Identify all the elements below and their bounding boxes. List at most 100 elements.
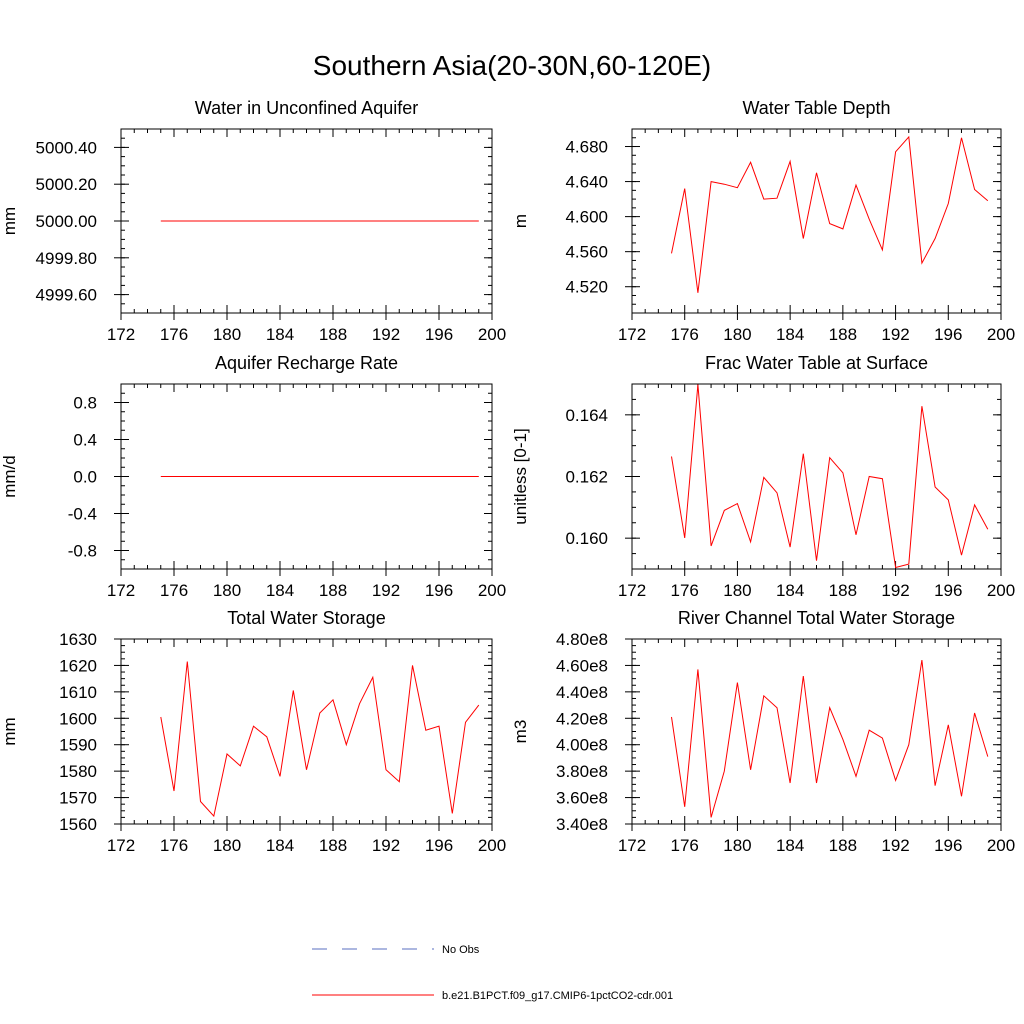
y-tick-label: 5000.00 [36, 212, 97, 231]
figure-title: Southern Asia(20-30N,60-120E) [312, 50, 712, 81]
x-tick-label: 184 [266, 581, 294, 600]
panel-title: Water Table Depth [742, 98, 890, 118]
x-tick-label: 176 [160, 581, 188, 600]
panel-3: Aquifer Recharge Rate mm/d 172 176 180 184 188… [0, 353, 506, 600]
series-line [671, 135, 989, 293]
x-tick-label: 184 [776, 836, 804, 855]
panel-4: Frac Water Table at Surface unitless [0-1… [511, 353, 1015, 600]
y-tick-label: 4.80e8 [556, 630, 608, 649]
y-tick-label: 1630 [59, 630, 97, 649]
x-tick-label: 192 [881, 836, 909, 855]
x-tick-label: 184 [776, 581, 804, 600]
y-axis-label: m [511, 214, 530, 228]
x-tick-label: 176 [671, 325, 699, 344]
y-tick-label: 1560 [59, 815, 97, 834]
y-tick-label: 4999.60 [36, 286, 97, 305]
y-tick-label: 4.20e8 [556, 709, 608, 728]
y-tick-label: 0.0 [73, 468, 97, 487]
x-tick-label: 188 [829, 581, 857, 600]
y-tick-label: 4.560 [565, 243, 608, 262]
y-tick-label: 4.60e8 [556, 656, 608, 675]
y-tick-label: 4.520 [565, 278, 608, 297]
panel-title: Frac Water Table at Surface [705, 353, 928, 373]
x-tick-label: 184 [776, 325, 804, 344]
y-axis-label: m3 [511, 720, 530, 744]
x-tick-label: 172 [107, 836, 135, 855]
x-tick-label: 196 [425, 581, 453, 600]
y-tick-label: 3.40e8 [556, 815, 608, 834]
x-tick-label: 200 [478, 325, 506, 344]
series-line [671, 660, 989, 818]
y-tick-label: 5000.40 [36, 138, 97, 157]
panel-title: Total Water Storage [227, 608, 385, 628]
legend: No Obs b.e21.B1PCT.f09_g17.CMIP6-1pctCO2… [312, 944, 673, 1002]
panel-2: Water Table Depth m 172 176 180 184 188 192 196 2… [511, 98, 1015, 344]
x-tick-label: 180 [723, 581, 751, 600]
y-tick-label: 0.4 [73, 431, 97, 450]
legend-no-obs-label: No Obs [442, 944, 480, 956]
x-tick-label: 200 [478, 581, 506, 600]
x-tick-label: 184 [266, 836, 294, 855]
x-tick-label: 180 [213, 836, 241, 855]
x-tick-label: 180 [213, 581, 241, 600]
y-axis-label: mm [0, 207, 19, 235]
plot-frame [120, 638, 493, 825]
y-tick-label: 1580 [59, 762, 97, 781]
y-tick-label: 1620 [59, 656, 97, 675]
y-axis-label: mm/d [0, 455, 19, 498]
x-tick-label: 188 [829, 836, 857, 855]
y-tick-label: 4.40e8 [556, 683, 608, 702]
y-tick-label: 1590 [59, 736, 97, 755]
y-tick-label: 1600 [59, 709, 97, 728]
x-tick-label: 188 [829, 325, 857, 344]
x-tick-label: 188 [319, 325, 347, 344]
x-tick-label: 176 [671, 836, 699, 855]
panel-title: Water in Unconfined Aquifer [195, 98, 418, 118]
plot-frame [631, 638, 1002, 825]
series-line [160, 661, 480, 818]
panel-6: River Channel Total Water Storage m3 172 17… [511, 608, 1015, 855]
x-tick-label: 200 [987, 581, 1015, 600]
legend-run-label: b.e21.B1PCT.f09_g17.CMIP6-1pctCO2-cdr.00… [442, 990, 673, 1002]
y-tick-label: 3.60e8 [556, 789, 608, 808]
x-tick-label: 176 [160, 325, 188, 344]
y-tick-label: -0.4 [68, 505, 97, 524]
x-tick-label: 192 [881, 325, 909, 344]
x-tick-label: 188 [319, 581, 347, 600]
panel-5: Total Water Storage mm 172 176 180 184 188 192 1… [0, 608, 506, 855]
series-line [671, 384, 989, 569]
x-tick-label: 196 [934, 325, 962, 344]
plot-frame [631, 383, 1002, 570]
x-tick-label: 192 [372, 581, 400, 600]
x-tick-label: 192 [372, 836, 400, 855]
y-tick-label: 3.80e8 [556, 762, 608, 781]
x-tick-label: 172 [618, 836, 646, 855]
y-tick-label: 1610 [59, 683, 97, 702]
y-axis-label: unitless [0-1] [511, 428, 530, 524]
panel-title: River Channel Total Water Storage [678, 608, 955, 628]
y-tick-label: 4.00e8 [556, 736, 608, 755]
y-tick-label: 4999.80 [36, 249, 97, 268]
x-tick-label: 196 [425, 836, 453, 855]
y-tick-label: 0.164 [565, 406, 608, 425]
y-tick-label: 4.680 [565, 138, 608, 157]
y-tick-label: 4.600 [565, 208, 608, 227]
x-tick-label: 172 [618, 325, 646, 344]
x-tick-label: 176 [671, 581, 699, 600]
panel-title: Aquifer Recharge Rate [215, 353, 398, 373]
x-tick-label: 200 [478, 836, 506, 855]
x-tick-label: 172 [107, 325, 135, 344]
x-tick-label: 188 [319, 836, 347, 855]
y-tick-label: 0.160 [565, 529, 608, 548]
x-tick-label: 180 [213, 325, 241, 344]
x-tick-label: 176 [160, 836, 188, 855]
x-tick-label: 172 [107, 581, 135, 600]
panels-group: Water in Unconfined Aquifer mm 172 176 180 18… [0, 98, 1015, 855]
y-tick-label: 1570 [59, 789, 97, 808]
x-tick-label: 200 [987, 325, 1015, 344]
x-tick-label: 172 [618, 581, 646, 600]
y-axis-label: mm [0, 717, 19, 745]
x-tick-label: 196 [934, 836, 962, 855]
x-tick-label: 192 [881, 581, 909, 600]
